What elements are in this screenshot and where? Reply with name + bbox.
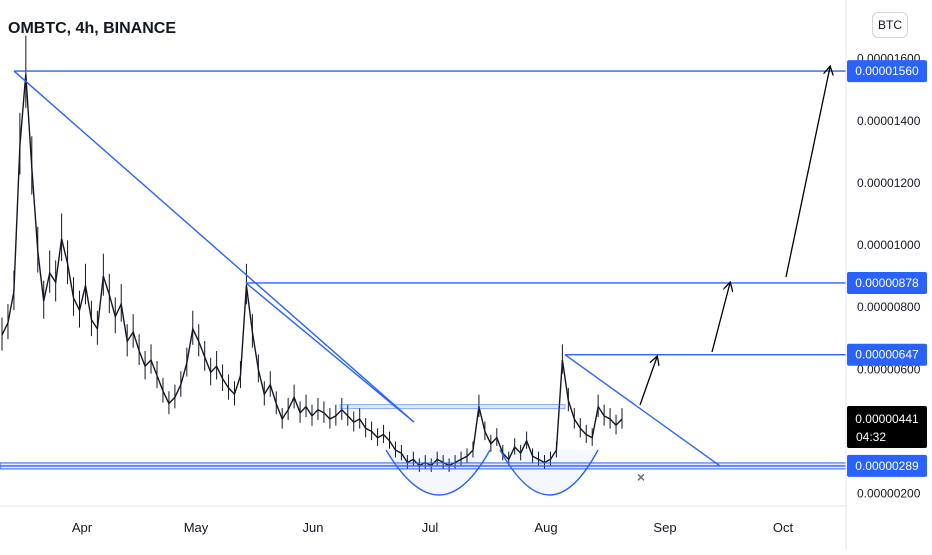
y-tick-label: 0.00000600 [857,362,921,376]
price-level-badge [847,60,927,83]
x-tick-label: Sep [653,520,676,535]
last-price-badge [847,406,927,448]
y-tick-label: 0.00001000 [857,238,921,252]
chart-title: OMBTC, 4h, BINANCE [8,20,176,37]
y-tick-label: 0.00000200 [857,487,921,501]
price-level-badge [847,454,927,477]
projection-arrow[interactable] [711,283,730,353]
price-level-label: 0.00001560 [855,64,919,78]
price-level-label: 0.00000647 [855,348,919,362]
y-tick-label: 0.00001400 [857,114,921,128]
cup-arc-left[interactable] [385,449,491,496]
y-tick-label: 0.00001200 [857,176,921,190]
last-price-label: 0.00000441 [855,412,919,426]
projection-arrow[interactable] [785,67,830,278]
countdown-label: 04:32 [856,430,886,444]
price-level-label: 0.00000289 [855,459,919,473]
x-tick-label: Jul [422,520,439,535]
price-level-label: 0.00000878 [855,276,919,290]
price-level-badge [847,343,927,366]
y-tick-label: 0.00000800 [857,300,921,314]
x-tick-label: Oct [773,520,794,535]
price-level-badge [847,271,927,294]
resistance-zone[interactable] [339,404,566,410]
trendline-main[interactable] [13,70,415,423]
price-line [1,74,623,467]
currency-badge[interactable]: BTC [872,12,908,38]
trendline-upper[interactable] [245,282,415,423]
projection-arrow[interactable] [639,357,657,406]
x-tick-label: Aug [534,520,557,535]
x-tick-label: May [184,520,209,535]
x-tick-label: Apr [72,520,93,535]
x-tick-label: Jun [303,520,324,535]
trendline-right[interactable] [564,354,721,467]
close-marker-icon[interactable]: × [637,469,645,485]
cup-arc-right[interactable] [499,449,599,496]
